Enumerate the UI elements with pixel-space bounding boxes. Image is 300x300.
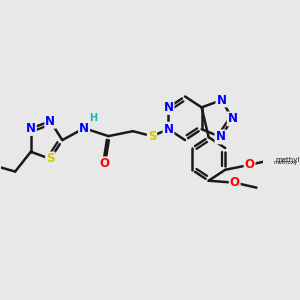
Text: O: O [244,158,255,171]
Text: N: N [164,101,173,114]
Text: N: N [164,123,173,136]
Text: N: N [79,122,89,135]
Text: O: O [230,176,240,189]
Text: N: N [216,94,226,106]
Text: S: S [148,130,156,142]
Text: N: N [26,122,36,135]
Text: S: S [46,152,55,165]
Text: methoxy: methoxy [273,160,297,165]
Text: O: O [99,158,109,170]
Text: H: H [89,113,97,123]
Text: N: N [45,115,55,128]
Text: N: N [215,130,226,143]
Text: N: N [228,112,238,125]
Text: methyl: methyl [276,157,300,163]
